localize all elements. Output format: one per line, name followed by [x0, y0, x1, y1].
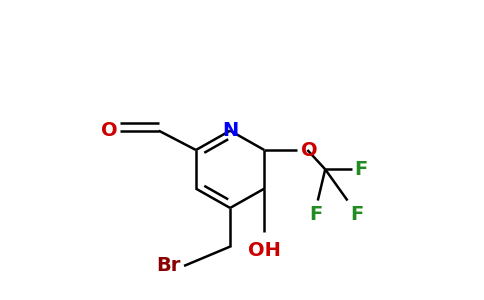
- Text: Br: Br: [157, 256, 181, 275]
- Text: F: F: [354, 160, 368, 179]
- Text: N: N: [222, 121, 238, 140]
- Text: O: O: [101, 121, 117, 140]
- Text: F: F: [309, 205, 322, 224]
- Text: OH: OH: [248, 241, 281, 260]
- Text: F: F: [350, 205, 364, 224]
- Text: O: O: [301, 140, 318, 160]
